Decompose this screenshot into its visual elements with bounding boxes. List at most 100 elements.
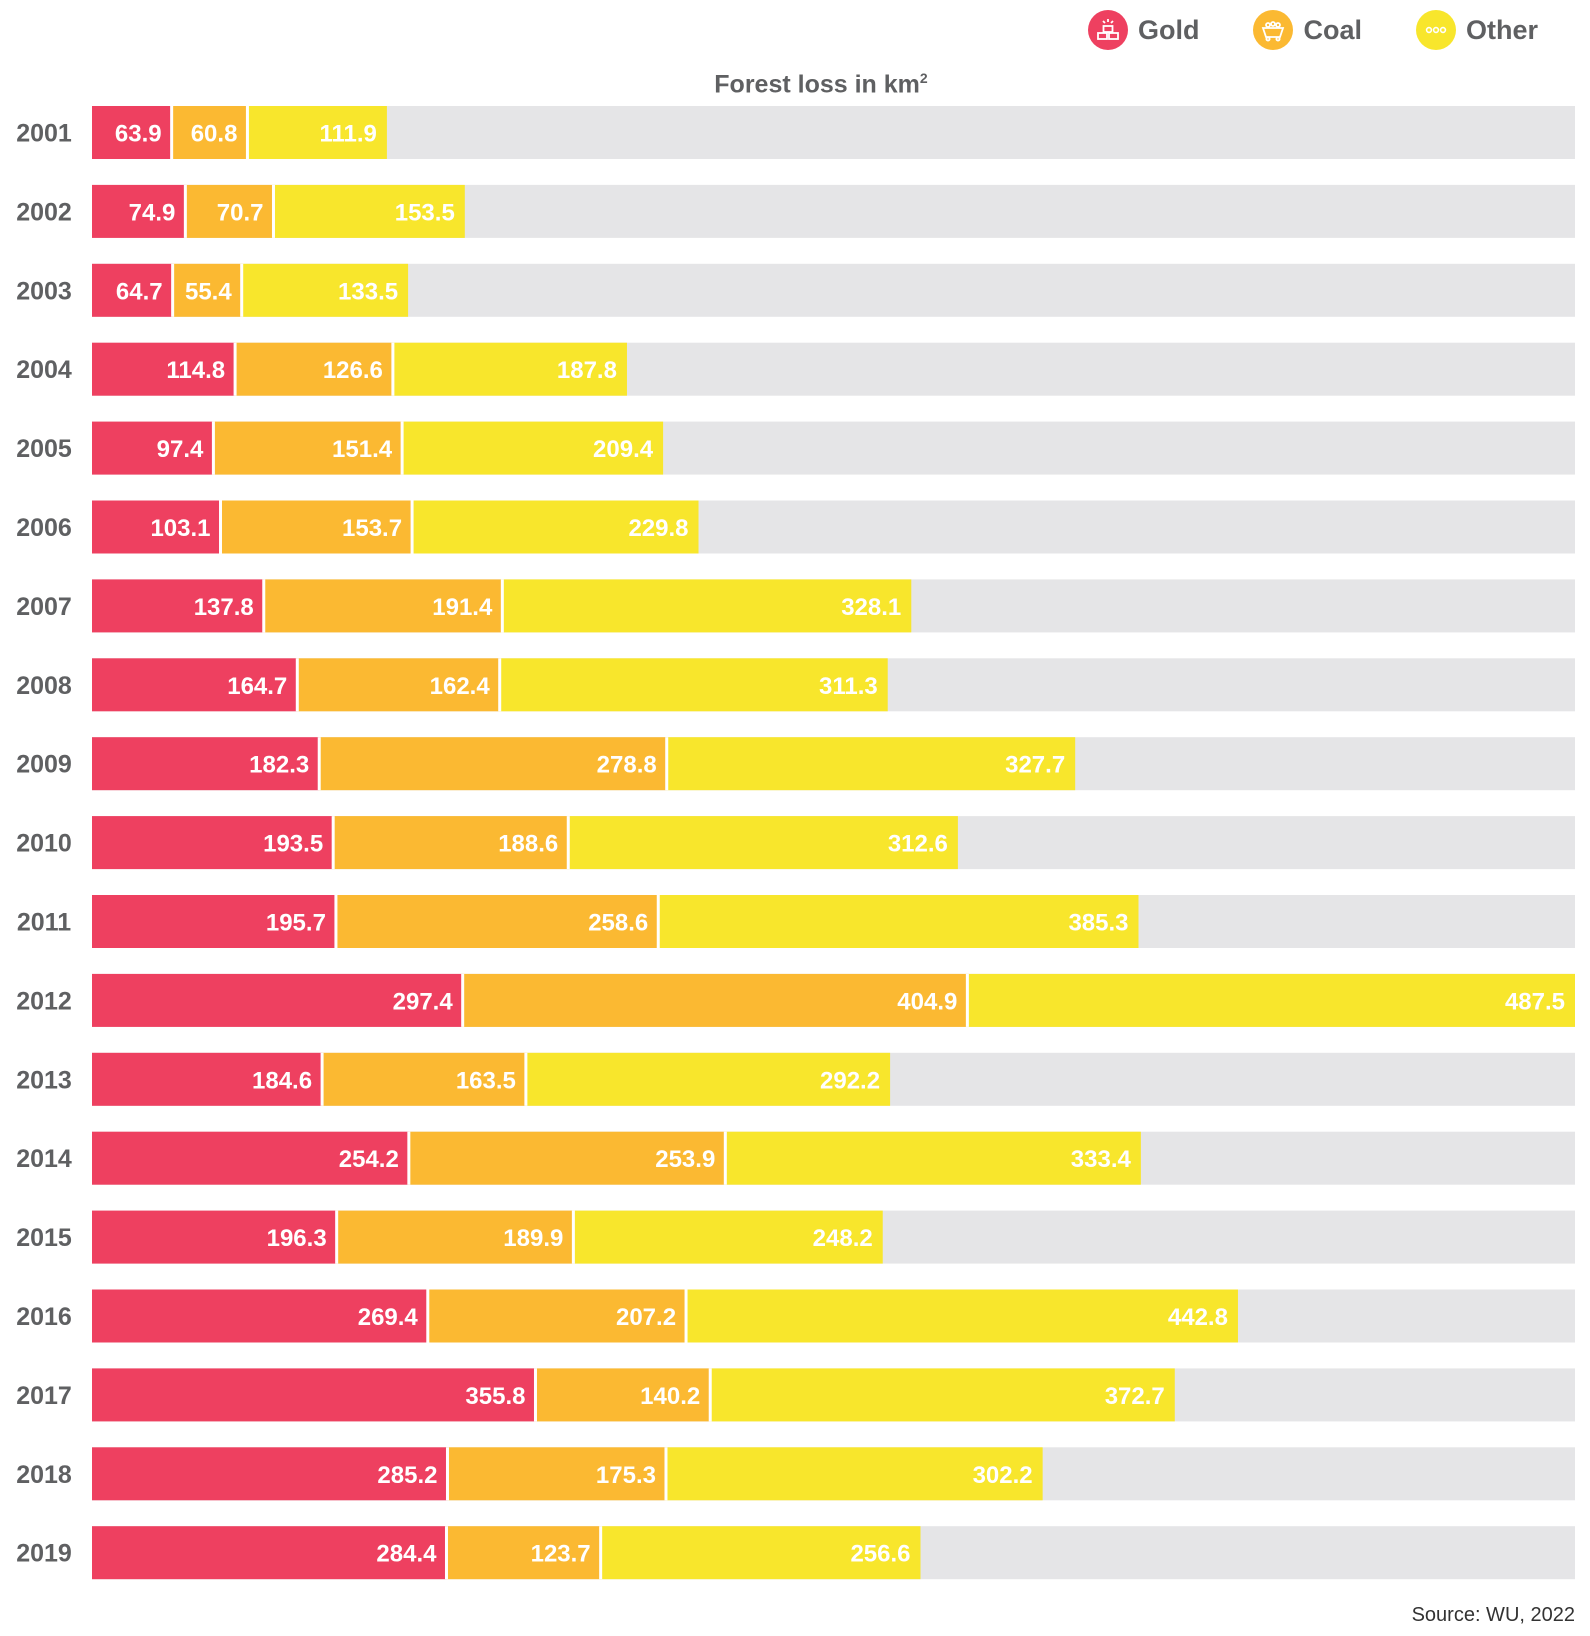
value-label-other: 111.9 — [319, 121, 376, 148]
bar-row: 2013 184.6 163.5 292.2 — [16, 1052, 1575, 1106]
segment-divider — [965, 973, 969, 1027]
value-label-other: 229.8 — [628, 515, 688, 542]
value-label-other: 133.5 — [338, 278, 398, 305]
bar-row: 2009 182.3 278.8 327.7 — [16, 737, 1575, 791]
value-label-coal: 258.6 — [588, 910, 648, 937]
bar-segment-gold — [92, 737, 320, 791]
bar-row: 2010 193.5 188.6 312.6 — [16, 816, 1575, 870]
bar-segment-other — [666, 737, 1076, 791]
value-label-other: 153.5 — [395, 199, 455, 226]
value-label-other: 327.7 — [1005, 752, 1065, 779]
segment-divider — [410, 500, 414, 554]
year-label: 2006 — [16, 514, 72, 542]
legend-item-other: Other — [1415, 10, 1538, 50]
segment-divider — [665, 737, 669, 791]
value-label-gold: 97.4 — [157, 436, 204, 463]
segment-divider — [500, 579, 504, 633]
bar-segment-gold — [92, 1210, 337, 1264]
segment-divider — [664, 1447, 668, 1501]
value-label-coal: 404.9 — [897, 988, 957, 1015]
segment-divider — [498, 658, 502, 712]
segment-divider — [407, 1131, 411, 1185]
value-label-gold: 284.4 — [376, 1541, 437, 1568]
bar-row: 2001 63.9 60.8 111.9 — [16, 106, 1575, 159]
segment-divider — [426, 1289, 430, 1343]
bar-row: 2019 284.4 123.7 256.6 — [16, 1526, 1575, 1580]
bar-segment-gold — [92, 579, 264, 633]
bar-segment-gold — [92, 421, 214, 475]
bar-segment-coal — [220, 500, 413, 554]
bar-segment-gold — [92, 816, 334, 870]
bar-segment-coal — [322, 1052, 526, 1106]
year-label: 2001 — [16, 120, 72, 148]
bar-row: 2012 297.4 404.9 487.5 — [16, 973, 1575, 1027]
year-label: 2014 — [16, 1145, 72, 1173]
year-label: 2015 — [16, 1224, 72, 1252]
bar-segment-gold — [92, 1131, 409, 1185]
value-label-gold: 64.7 — [116, 278, 163, 305]
bar-segment-other — [600, 1526, 921, 1580]
value-label-gold: 103.1 — [150, 515, 210, 542]
value-label-coal: 60.8 — [191, 121, 238, 148]
bar-segment-gold — [92, 658, 298, 712]
bar-row: 2006 103.1 153.7 229.8 — [16, 500, 1575, 554]
bar-segment-other — [665, 1447, 1043, 1501]
bar-segment-coal — [446, 1526, 601, 1580]
bar-segment-coal — [185, 184, 274, 238]
value-label-coal: 162.4 — [430, 673, 491, 700]
bar-segment-other — [402, 421, 664, 475]
value-label-coal: 70.7 — [217, 199, 264, 226]
value-label-other: 187.8 — [557, 357, 617, 384]
value-label-gold: 195.7 — [266, 910, 326, 937]
value-label-gold: 196.3 — [267, 1225, 327, 1252]
segment-divider — [533, 1368, 537, 1422]
value-label-other: 328.1 — [841, 594, 901, 621]
bar-segment-other — [273, 184, 465, 238]
value-label-coal: 163.5 — [456, 1067, 516, 1094]
year-label: 2011 — [17, 909, 71, 937]
bar-segment-coal — [535, 1368, 711, 1422]
bar-segment-gold — [92, 1368, 536, 1422]
segment-divider — [524, 1052, 528, 1106]
bar-row: 2004 114.8 126.6 187.8 — [16, 342, 1575, 396]
segment-divider — [444, 1526, 448, 1580]
segment-divider — [271, 184, 275, 238]
bar-segment-other — [686, 1289, 1238, 1343]
segment-divider — [170, 106, 174, 159]
legend-label: Coal — [1303, 14, 1362, 45]
value-label-coal: 188.6 — [498, 831, 558, 858]
value-label-other: 487.5 — [1505, 988, 1565, 1015]
value-label-coal: 126.6 — [323, 357, 383, 384]
segment-divider — [240, 263, 244, 317]
value-label-other: 385.3 — [1068, 910, 1128, 937]
bar-row: 2003 64.7 55.4 133.5 — [16, 263, 1575, 317]
segment-divider — [317, 737, 321, 791]
bar-segment-other — [412, 500, 699, 554]
segment-divider — [571, 1210, 575, 1264]
segment-divider — [599, 1526, 603, 1580]
segment-divider — [171, 263, 175, 317]
segment-divider — [461, 973, 465, 1027]
bar-segment-other — [710, 1368, 1175, 1422]
year-label: 2010 — [16, 830, 72, 858]
bar-segment-coal — [319, 737, 667, 791]
bar-segment-coal — [263, 579, 503, 633]
segment-divider — [656, 895, 660, 948]
value-label-gold: 63.9 — [115, 121, 162, 148]
segment-divider — [245, 106, 249, 159]
value-label-gold: 193.5 — [263, 831, 323, 858]
value-label-gold: 182.3 — [249, 752, 309, 779]
bar-segment-coal — [213, 421, 403, 475]
bar-segment-other — [568, 816, 958, 870]
value-label-coal: 189.9 — [503, 1225, 563, 1252]
bar-row: 2011 195.7 258.6 385.3 — [17, 895, 1575, 948]
bar-segment-other — [502, 579, 912, 633]
segment-divider — [391, 342, 395, 396]
segment-divider — [335, 1210, 339, 1264]
value-label-coal: 175.3 — [596, 1462, 656, 1489]
bar-row: 2007 137.8 191.4 328.1 — [16, 579, 1575, 633]
year-label: 2005 — [16, 435, 72, 463]
value-label-coal: 278.8 — [597, 752, 657, 779]
ellipsis-icon — [1415, 10, 1456, 50]
value-label-gold: 355.8 — [465, 1383, 525, 1410]
